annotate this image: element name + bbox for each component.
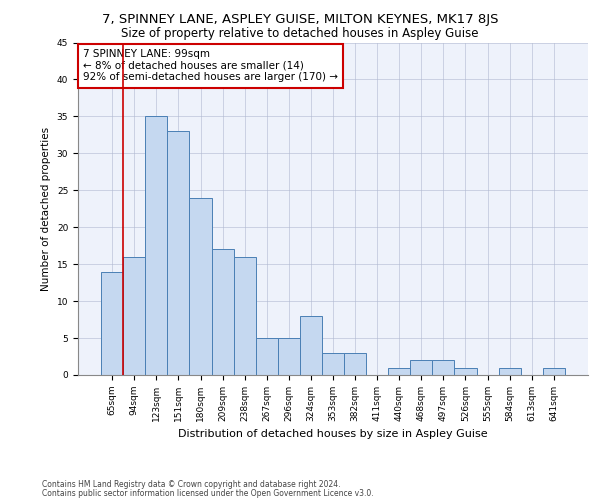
Bar	[278, 338, 300, 375]
Bar	[145, 116, 167, 375]
Bar	[499, 368, 521, 375]
Bar	[322, 353, 344, 375]
Bar	[344, 353, 366, 375]
Bar	[212, 250, 233, 375]
X-axis label: Distribution of detached houses by size in Aspley Guise: Distribution of detached houses by size …	[178, 430, 488, 440]
Y-axis label: Number of detached properties: Number of detached properties	[41, 126, 51, 291]
Bar	[190, 198, 212, 375]
Bar	[101, 272, 123, 375]
Bar	[454, 368, 476, 375]
Bar	[543, 368, 565, 375]
Bar	[233, 257, 256, 375]
Bar	[433, 360, 454, 375]
Bar	[123, 257, 145, 375]
Bar	[167, 131, 190, 375]
Text: Contains HM Land Registry data © Crown copyright and database right 2024.: Contains HM Land Registry data © Crown c…	[42, 480, 341, 489]
Text: 7, SPINNEY LANE, ASPLEY GUISE, MILTON KEYNES, MK17 8JS: 7, SPINNEY LANE, ASPLEY GUISE, MILTON KE…	[102, 12, 498, 26]
Bar	[388, 368, 410, 375]
Bar	[410, 360, 433, 375]
Bar	[300, 316, 322, 375]
Text: 7 SPINNEY LANE: 99sqm
← 8% of detached houses are smaller (14)
92% of semi-detac: 7 SPINNEY LANE: 99sqm ← 8% of detached h…	[83, 49, 338, 82]
Text: Size of property relative to detached houses in Aspley Guise: Size of property relative to detached ho…	[121, 28, 479, 40]
Text: Contains public sector information licensed under the Open Government Licence v3: Contains public sector information licen…	[42, 488, 374, 498]
Bar	[256, 338, 278, 375]
